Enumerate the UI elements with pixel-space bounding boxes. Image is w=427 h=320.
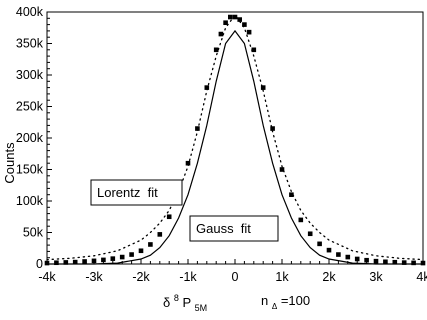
data-point: [307, 231, 313, 237]
data-point: [72, 259, 78, 265]
x-tick-label: 0: [232, 270, 239, 284]
data-point: [420, 260, 426, 266]
x-axis-tick-labels: -4k -3k -2k -1k 0 1k 2k 3k 4k: [38, 270, 427, 284]
data-point: [228, 14, 233, 20]
data-point: [63, 260, 69, 265]
data-point: [54, 260, 59, 266]
lorentz-fit-box-frame: [90, 179, 183, 206]
x-tick-label: -2k: [132, 270, 150, 284]
data-point: [317, 241, 322, 247]
data-point: [336, 252, 341, 257]
data-point: [185, 160, 191, 166]
gauss-fit-label: Gauss fit: [196, 221, 251, 236]
lorentz-fit-label: Lorentz fit: [97, 185, 158, 200]
data-point: [232, 14, 238, 20]
annotation-n-delta: n Δ =100: [261, 293, 310, 312]
y-tick-label: 250k: [16, 100, 44, 114]
y-tick-label: 0: [36, 257, 43, 271]
data-point: [166, 214, 172, 220]
x-tick-label: 4k: [416, 270, 427, 284]
data-point: [129, 252, 134, 257]
data-point: [411, 260, 416, 266]
data-point: [44, 260, 50, 266]
data-point: [82, 259, 87, 264]
x-tick-label: -4k: [38, 270, 56, 284]
data-point: [91, 258, 97, 264]
data-point: [213, 47, 219, 53]
data-point: [223, 20, 228, 26]
annotation-rest: =100: [281, 293, 310, 308]
y-tick-label: 100k: [16, 194, 44, 208]
x-axis-title: δ 8 P 5M: [163, 289, 207, 313]
x-axis-title-superscript: 8: [174, 293, 179, 303]
plot-area: [44, 14, 426, 266]
y-axis-tick-labels: 0 50k 100k 150k 200k 250k 300k 350k 400k: [16, 5, 44, 271]
annotation-subscript: Δ: [272, 302, 278, 311]
data-point: [345, 254, 351, 260]
data-point: [364, 257, 369, 263]
y-tick-label: 200k: [16, 131, 44, 145]
data-point: [383, 259, 388, 265]
x-tick-label: -3k: [85, 270, 103, 284]
x-axis-title-subscript: 5M: [195, 303, 208, 313]
lorentz-fit-box: Lorentz fit: [90, 179, 183, 206]
data-point: [289, 192, 294, 197]
data-point: [298, 217, 304, 223]
data-point: [270, 126, 275, 131]
x-axis-title-base: δ: [163, 295, 170, 310]
data-point: [218, 31, 224, 37]
data-point: [110, 256, 116, 261]
data-point: [354, 256, 360, 262]
x-tick-label: 2k: [322, 270, 336, 284]
y-axis-ticks: [47, 11, 52, 265]
data-point: [260, 85, 266, 90]
y-tick-label: 350k: [16, 37, 44, 51]
y-tick-label: 400k: [16, 5, 44, 19]
data-point: [204, 85, 210, 90]
data-point: [246, 29, 252, 35]
data-point: [373, 258, 379, 264]
data-point: [157, 232, 163, 237]
data-point: [195, 126, 200, 131]
x-tick-label: 3k: [369, 270, 383, 284]
gauss-fit-curve: [47, 29, 423, 265]
data-point: [401, 260, 407, 265]
annotation-base: n: [261, 293, 268, 308]
data-point: [148, 242, 153, 247]
data-point: [138, 248, 144, 254]
data-point: [101, 257, 106, 263]
x-axis-title-main: P: [183, 295, 191, 310]
y-tick-label: 300k: [16, 68, 44, 82]
data-point: [242, 22, 247, 27]
data-point: [237, 17, 242, 22]
x-tick-label: 1k: [275, 270, 289, 284]
y-axis-title: Counts: [2, 142, 17, 184]
gauss-fit-box: Gauss fit: [189, 215, 279, 242]
data-point: [119, 254, 125, 260]
data-point: [251, 47, 257, 53]
gauss-fit-box-frame: [189, 215, 279, 242]
y-tick-label: 150k: [16, 163, 44, 177]
data-point: [326, 247, 332, 253]
data-point: [392, 259, 398, 265]
y-tick-label: 50k: [23, 226, 44, 240]
x-tick-label: -1k: [179, 270, 197, 284]
lorentz-fit-curve: [46, 14, 424, 261]
data-point: [279, 167, 285, 172]
